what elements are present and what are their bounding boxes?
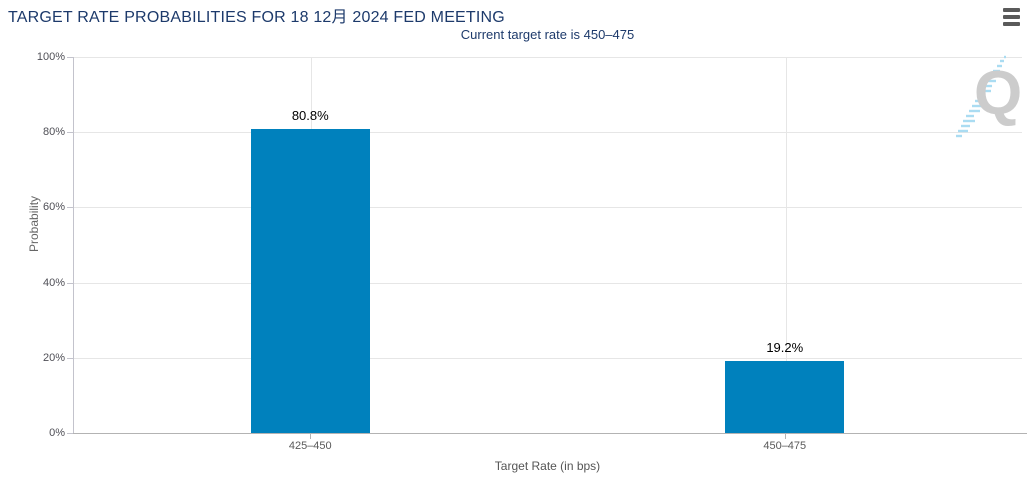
y-gridline <box>74 207 1022 209</box>
bar-value-label: 19.2% <box>766 340 804 355</box>
x-category-label: 425–450 <box>288 440 332 452</box>
y-tick-label: 60% <box>42 201 65 214</box>
y-tick-mark <box>67 433 73 434</box>
x-tick-mark <box>310 434 311 439</box>
y-tick-label: 20% <box>42 351 65 364</box>
x-gridline <box>786 57 787 433</box>
hamburger-bar <box>1003 22 1020 26</box>
hamburger-bar <box>1003 8 1020 12</box>
x-tick-mark <box>785 434 786 439</box>
plot-area <box>73 57 1022 433</box>
x-axis-title: Target Rate (in bps) <box>494 459 601 473</box>
y-tick-mark <box>67 57 73 58</box>
probability-bar-450-475[interactable] <box>725 361 844 433</box>
chart-title: TARGET RATE PROBABILITIES FOR 18 12月 202… <box>8 9 505 26</box>
y-tick-mark <box>67 357 73 359</box>
y-gridline <box>74 57 1022 58</box>
x-category-label: 450–475 <box>763 440 807 452</box>
y-tick-mark <box>67 282 73 284</box>
bar-value-label: 80.8% <box>291 108 329 123</box>
y-axis-title: Probability <box>27 195 42 252</box>
y-gridline <box>74 357 1022 359</box>
chart-subtitle: Current target rate is 450–475 <box>460 27 635 42</box>
y-gridline <box>74 282 1022 284</box>
hamburger-menu-icon[interactable] <box>1001 7 1023 27</box>
y-tick-label: 40% <box>42 276 65 289</box>
y-tick-label: 100% <box>36 51 65 63</box>
probability-bar-425-450[interactable] <box>251 129 370 433</box>
y-tick-label: 80% <box>42 126 65 139</box>
y-tick-label: 0% <box>49 427 65 439</box>
x-axis-line <box>73 433 1027 434</box>
y-tick-mark <box>67 132 73 134</box>
y-tick-mark <box>67 207 73 209</box>
y-gridline <box>74 132 1022 134</box>
hamburger-bar <box>1003 15 1020 19</box>
